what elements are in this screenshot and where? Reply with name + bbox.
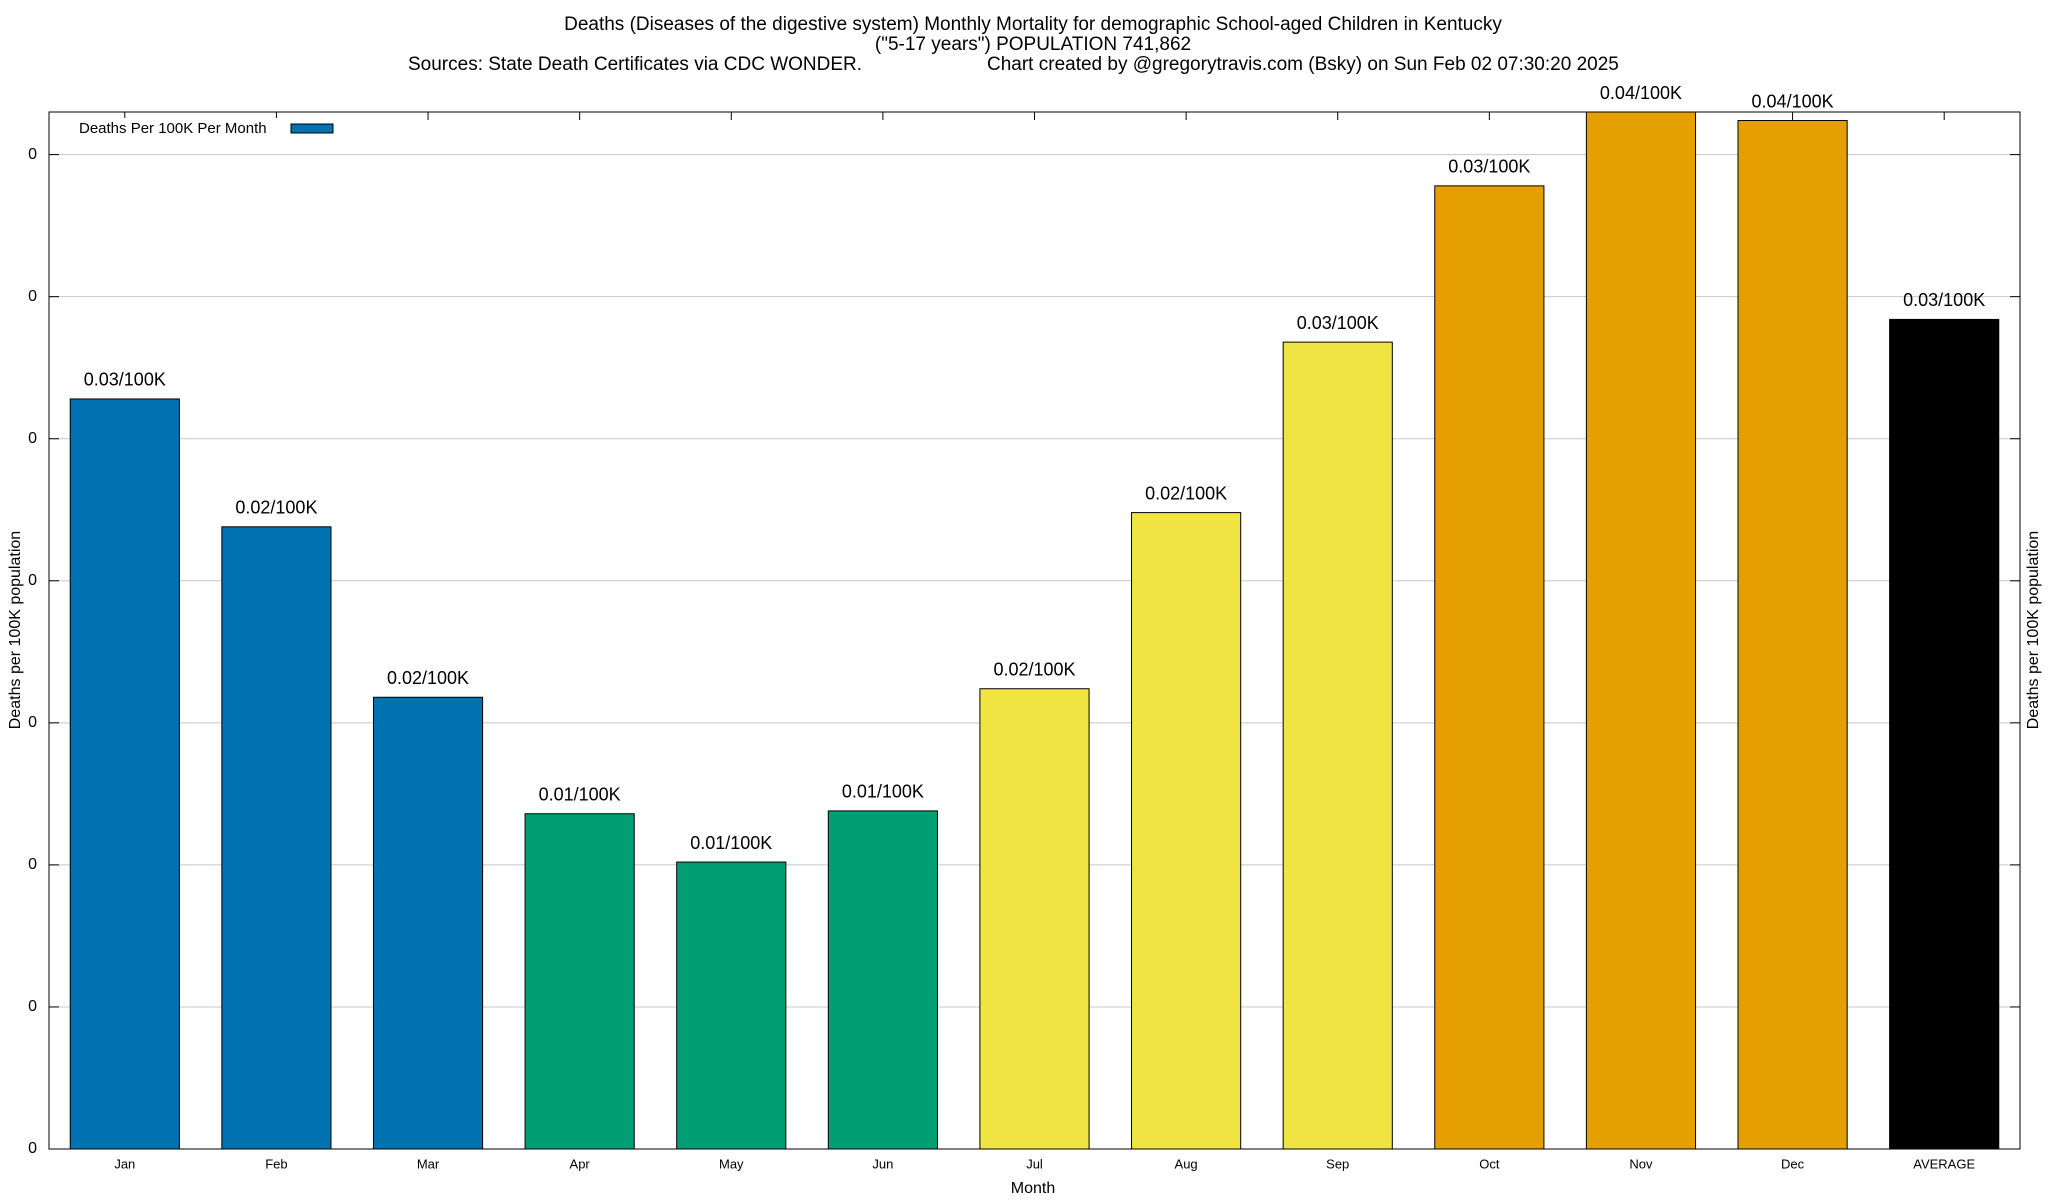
- x-tick-label: Oct: [1479, 1156, 1500, 1171]
- y-axis-title: Deaths per 100K population: [7, 531, 24, 729]
- bar: [1737, 120, 1848, 1150]
- bar: [1585, 111, 1697, 1150]
- bar: [979, 688, 1090, 1150]
- value-label: 0.01/100K: [842, 782, 924, 802]
- x-tick-label: May: [719, 1156, 744, 1171]
- chart-title: Deaths (Diseases of the digestive system…: [564, 14, 1502, 35]
- x-tick-label: Apr: [570, 1156, 591, 1171]
- y-tick-label: 0: [28, 998, 37, 1015]
- value-label: 0.04/100K: [1752, 91, 1834, 111]
- x-tick-label: Aug: [1175, 1156, 1198, 1171]
- y-tick-label: 0: [28, 714, 37, 731]
- value-label: 0.02/100K: [387, 668, 469, 688]
- y-tick-label: 0: [28, 1140, 37, 1157]
- bar: [69, 398, 180, 1150]
- bar: [524, 813, 635, 1150]
- x-tick-label: Dec: [1781, 1156, 1805, 1171]
- x-tick-label: Jun: [872, 1156, 893, 1171]
- value-label: 0.03/100K: [1448, 157, 1530, 177]
- y2-axis-title: Deaths per 100K population: [2025, 531, 2042, 729]
- legend-swatch: [290, 123, 334, 134]
- bar: [1282, 341, 1393, 1150]
- value-label: 0.03/100K: [84, 370, 166, 390]
- bar: [1889, 318, 2000, 1150]
- y-tick-label: 0: [28, 572, 37, 589]
- value-label: 0.01/100K: [690, 833, 772, 853]
- x-tick-label: Mar: [417, 1156, 440, 1171]
- bar: [676, 861, 787, 1150]
- chart-subtitle: ("5-17 years") POPULATION 741,862: [875, 34, 1191, 55]
- bar: [221, 526, 332, 1150]
- y-tick-label: 0: [28, 288, 37, 305]
- value-label: 0.03/100K: [1297, 313, 1379, 333]
- bar: [1131, 512, 1242, 1150]
- value-label: 0.02/100K: [235, 498, 317, 518]
- legend-label: Deaths Per 100K Per Month: [79, 120, 267, 137]
- y-tick-label: 0: [28, 146, 37, 163]
- x-tick-label: AVERAGE: [1913, 1156, 1975, 1171]
- bar: [372, 696, 484, 1150]
- y-tick-label: 0: [28, 430, 37, 447]
- x-tick-label: Nov: [1629, 1156, 1653, 1171]
- x-axis-title: Month: [1011, 1180, 1055, 1197]
- chart-sources: Sources: State Death Certificates via CD…: [408, 54, 862, 75]
- chart-credit: Chart created by @gregorytravis.com (Bsk…: [987, 54, 1619, 75]
- bar: [827, 810, 938, 1150]
- value-label: 0.01/100K: [539, 785, 621, 805]
- value-label: 0.03/100K: [1903, 290, 1985, 310]
- bar: [1434, 185, 1545, 1150]
- x-tick-label: Sep: [1326, 1156, 1349, 1171]
- value-label: 0.02/100K: [993, 659, 1075, 679]
- x-tick-label: Feb: [265, 1156, 287, 1171]
- x-tick-label: Jan: [114, 1156, 135, 1171]
- x-tick-label: Jul: [1026, 1156, 1043, 1171]
- value-label: 0.04/100K: [1600, 83, 1682, 103]
- y-tick-label: 0: [28, 856, 37, 873]
- value-label: 0.02/100K: [1145, 483, 1227, 503]
